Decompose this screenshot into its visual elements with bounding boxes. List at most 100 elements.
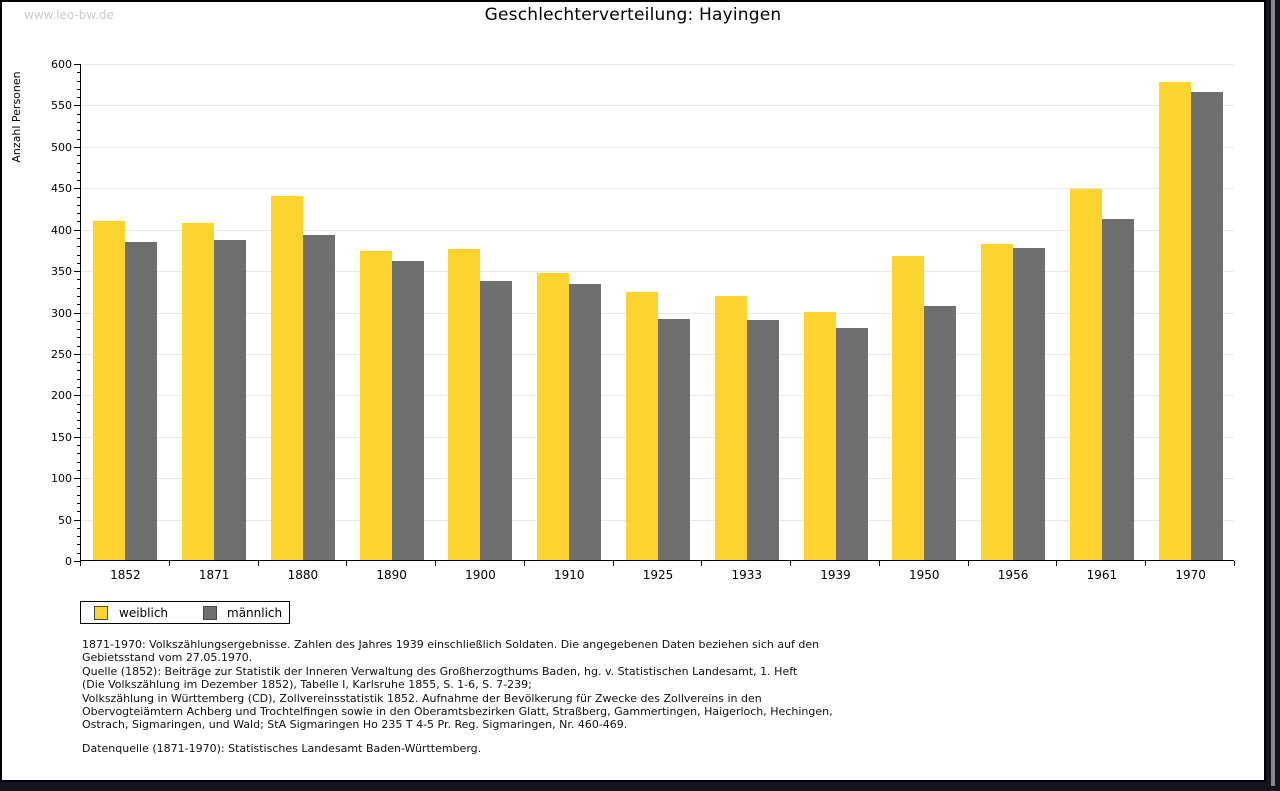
x-axis-tick [612, 561, 614, 566]
y-axis-tick [77, 494, 80, 496]
bar-männlich-1871 [214, 240, 247, 560]
footnote-line: Gebietsstand vom 27.05.1970. [82, 651, 253, 665]
x-axis-tick [967, 561, 969, 566]
y-axis-tick [77, 196, 80, 198]
y-axis-tick [74, 436, 80, 438]
y-axis-tick [77, 121, 80, 123]
y-axis-tick [77, 213, 80, 215]
gridline [81, 271, 1234, 273]
y-axis-tick [74, 353, 80, 355]
y-axis-tick-label: 200 [51, 389, 72, 403]
bar-männlich-1933 [746, 319, 779, 560]
y-axis-tick [77, 204, 80, 206]
footnote-line: Volkszählung in Württemberg (CD), Zollve… [82, 691, 762, 705]
y-axis-tick-label: 400 [51, 223, 72, 237]
y-axis-tick-label: 50 [58, 513, 72, 527]
watermark-leo-bw: www.leo-bw.de [24, 8, 114, 22]
x-axis-tick [435, 561, 437, 566]
bar-männlich-1890 [391, 261, 424, 560]
y-axis-tick [74, 312, 80, 314]
bar-männlich-1939 [835, 328, 868, 560]
y-axis-tick-label: 350 [51, 265, 72, 279]
y-axis-tick [77, 378, 80, 380]
plot-area: 0 50 100 150 200 250 300 350 400 450 500 550 600 1852… [51, 58, 1235, 582]
y-axis-tick [77, 97, 80, 99]
y-axis-tick [77, 72, 80, 74]
bar-weiblich-1961 [1069, 188, 1102, 560]
gridline [81, 146, 1234, 148]
y-axis-tick [74, 64, 80, 65]
y-axis-tick [74, 271, 80, 273]
x-axis-tick [878, 561, 880, 566]
bar-weiblich-1871 [182, 222, 215, 560]
y-axis-tick [74, 146, 80, 148]
footnote-line: Quelle (1852): Beiträge zur Statistik de… [82, 664, 798, 678]
y-axis-tick-label: 300 [51, 306, 72, 320]
legend-swatch-maennlich [203, 606, 217, 620]
y-axis-tick [74, 561, 80, 562]
bar-weiblich-1900 [448, 249, 481, 560]
bar-weiblich-1933 [714, 295, 747, 560]
y-axis-tick [77, 486, 80, 488]
y-axis-tick [77, 171, 80, 173]
gridline [81, 64, 1234, 65]
y-axis-tick [77, 552, 80, 554]
y-axis-tick-label: 500 [51, 140, 72, 154]
bar-männlich-1910 [569, 284, 602, 560]
bar-weiblich-1890 [359, 251, 392, 560]
footnote-line: Ostrach, Sigmaringen, und Wald; StA Sigm… [82, 718, 628, 732]
y-axis-tick-label: 150 [51, 430, 72, 444]
x-axis-label: 1939 [820, 568, 851, 582]
gridline [81, 105, 1234, 107]
y-axis-tick [77, 80, 80, 82]
x-axis-tick [257, 561, 259, 566]
y-axis-tick [77, 420, 80, 422]
footnote-line: 1871-1970: Volkszählungsergebnisse. Zahl… [82, 638, 820, 651]
y-axis-tick [77, 254, 80, 256]
y-axis-tick [77, 469, 80, 471]
datasource-line: Datenquelle (1871-1970): Statistisches L… [82, 742, 482, 755]
bar-männlich-1956 [1013, 247, 1046, 560]
y-axis-tick [77, 237, 80, 239]
y-axis-tick [74, 105, 80, 107]
footnote-line: (Die Volkszählung im Dezember 1852), Tab… [82, 678, 532, 692]
bar-weiblich-1956 [981, 243, 1014, 560]
y-axis-tick [77, 246, 80, 248]
y-axis-tick-label: 550 [51, 99, 72, 113]
x-axis-label: 1852 [110, 568, 141, 582]
bar-männlich-1900 [480, 280, 513, 560]
y-axis-tick [77, 362, 80, 364]
y-axis-tick [77, 527, 80, 529]
y-axis-tick-label: 100 [51, 472, 72, 486]
chart-title: Geschlechterverteilung: Hayingen [484, 5, 782, 25]
x-axis-tick [790, 561, 792, 566]
x-axis-label: 1910 [553, 568, 585, 582]
y-axis-tick [77, 453, 80, 455]
x-axis-label: 1925 [642, 568, 674, 582]
bar-männlich-1961 [1101, 218, 1134, 560]
y-axis-tick [77, 221, 80, 223]
y-axis-tick [77, 411, 80, 413]
y-axis-tick [77, 544, 80, 546]
legend-label-weiblich: weiblich [119, 606, 169, 620]
bar-männlich-1880 [302, 234, 335, 560]
x-axis-tick [346, 561, 348, 566]
bar-weiblich-1950 [892, 256, 925, 560]
y-axis-tick [77, 262, 80, 264]
x-axis-tick [701, 561, 703, 566]
x-axis-label: 1956 [997, 568, 1029, 582]
x-axis-tick [1145, 561, 1147, 566]
y-axis-tick [77, 536, 80, 538]
legend-box: weiblich männlich [80, 601, 290, 624]
x-axis-label: 1970 [1175, 568, 1206, 582]
y-axis-tick [77, 445, 80, 447]
y-axis-tick [77, 403, 80, 405]
y-axis-tick [77, 279, 80, 281]
y-axis-tick [77, 428, 80, 430]
x-axis-label: 1890 [376, 568, 407, 582]
y-axis-tick [77, 138, 80, 140]
y-axis-tick [77, 370, 80, 372]
x-axis-label: 1961 [1086, 568, 1118, 582]
bar-männlich-1925 [658, 319, 690, 560]
y-axis-tick [77, 503, 80, 505]
